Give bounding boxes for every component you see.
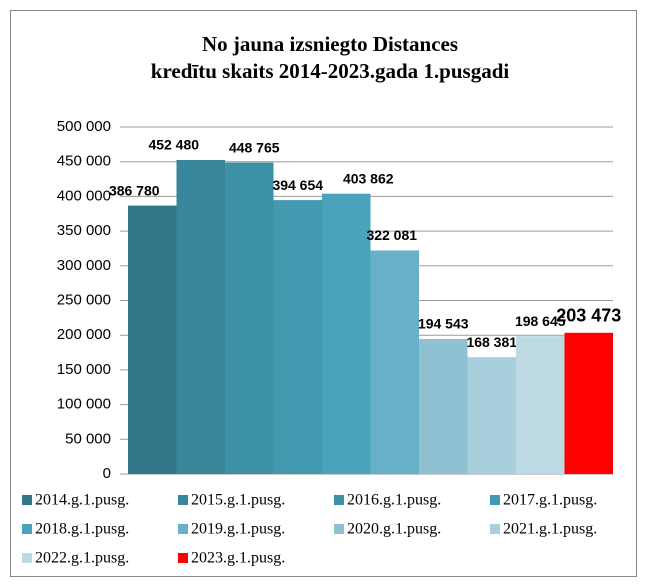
y-tick-label: 400 000 xyxy=(57,187,111,204)
legend-label: 2017.g.1.pusg. xyxy=(503,492,597,509)
data-label: 403 862 xyxy=(343,170,394,186)
legend-swatch xyxy=(490,524,500,534)
legend-label: 2018.g.1.pusg. xyxy=(35,521,129,538)
y-tick-label: 0 xyxy=(103,465,111,482)
bar xyxy=(128,205,177,474)
legend-swatch xyxy=(334,524,344,534)
bar xyxy=(370,250,419,474)
y-tick-label: 250 000 xyxy=(57,291,111,308)
bar xyxy=(467,357,516,474)
y-tick-label: 450 000 xyxy=(57,153,111,170)
legend-swatch xyxy=(178,495,188,505)
y-tick-label: 50 000 xyxy=(65,430,111,447)
legend-swatch xyxy=(334,495,344,505)
y-tick-label: 100 000 xyxy=(57,396,111,413)
data-label: 386 780 xyxy=(109,182,160,198)
legend-label: 2021.g.1.pusg. xyxy=(503,521,597,538)
y-tick-label: 500 000 xyxy=(57,118,111,135)
legend-swatch xyxy=(178,553,188,563)
bar xyxy=(322,193,371,474)
legend-swatch xyxy=(22,524,32,534)
y-tick-label: 300 000 xyxy=(57,257,111,274)
legend-label: 2015.g.1.pusg. xyxy=(191,492,285,509)
legend-swatch xyxy=(490,495,500,505)
legend-label: 2020.g.1.pusg. xyxy=(347,521,441,538)
legend-swatch xyxy=(22,495,32,505)
legend-swatch xyxy=(178,524,188,534)
data-label: 448 765 xyxy=(229,139,280,155)
data-label: 168 381 xyxy=(466,334,517,350)
legend-label: 2014.g.1.pusg. xyxy=(35,492,129,509)
legend-label: 2019.g.1.pusg. xyxy=(191,521,285,538)
data-label: 203 473 xyxy=(556,306,621,326)
bar xyxy=(419,338,468,474)
y-tick-label: 350 000 xyxy=(57,222,111,239)
bar xyxy=(516,336,565,474)
legend-label: 2022.g.1.pusg. xyxy=(35,550,129,567)
bar xyxy=(273,200,322,475)
data-label: 394 654 xyxy=(272,177,323,193)
chart-title: kredītu skaits 2014-2023.gada 1.pusgadi xyxy=(151,59,510,83)
bar xyxy=(225,162,274,475)
chart-title: No jauna izsniegto Distances xyxy=(202,32,458,56)
data-label: 194 543 xyxy=(418,316,469,332)
data-label: 452 480 xyxy=(148,137,199,153)
bar xyxy=(564,332,613,474)
legend-swatch xyxy=(22,553,32,563)
y-tick-label: 200 000 xyxy=(57,326,111,343)
data-label: 198 645 xyxy=(515,313,566,329)
data-label: 322 081 xyxy=(366,227,417,243)
legend-label: 2016.g.1.pusg. xyxy=(347,492,441,509)
bar xyxy=(176,159,225,474)
legend-label: 2023.g.1.pusg. xyxy=(191,550,285,567)
y-tick-label: 150 000 xyxy=(57,361,111,378)
